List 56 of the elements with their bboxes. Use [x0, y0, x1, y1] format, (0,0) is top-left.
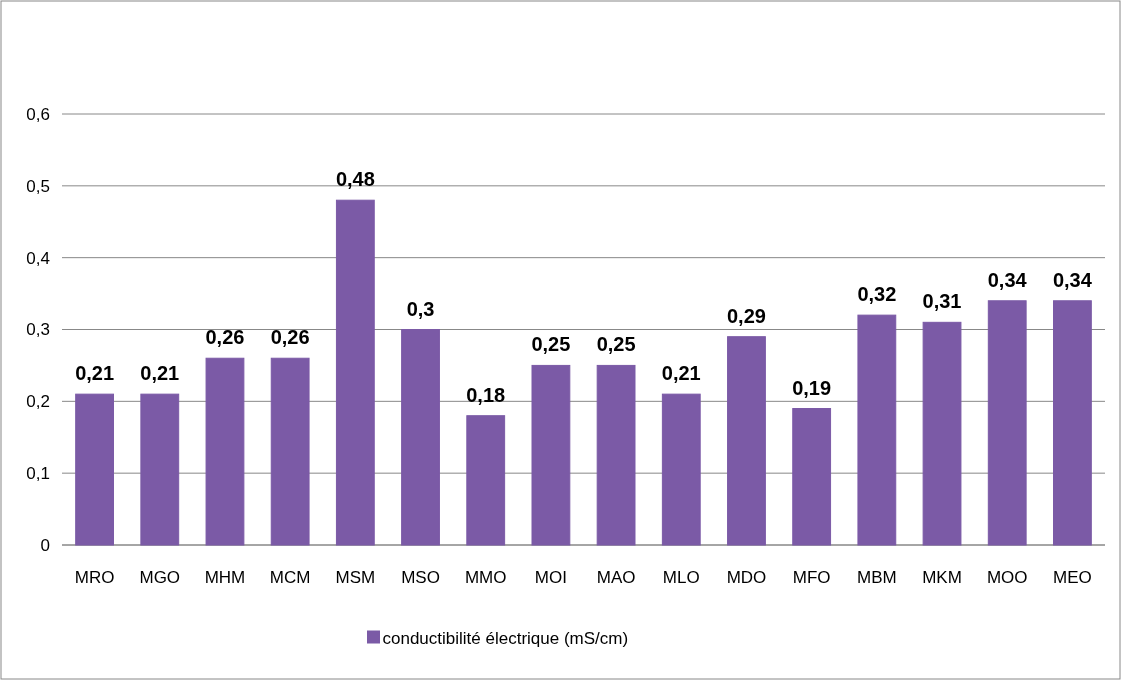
y-tick-label: 0,6 — [26, 104, 50, 124]
y-tick-label: 0,4 — [26, 248, 50, 268]
bar — [596, 364, 636, 546]
bar — [661, 393, 701, 546]
x-tick-label: MSO — [401, 568, 440, 587]
text: 0,31 — [922, 290, 962, 313]
text: 0,48 — [335, 168, 375, 191]
legend-label: conductibilité électrique (mS/cm) — [382, 628, 629, 648]
text: 0,26 — [270, 326, 310, 349]
text: 0,32 — [857, 283, 897, 306]
bar — [75, 393, 114, 546]
text: 0,26 — [205, 326, 245, 349]
text: 0,18 — [466, 383, 506, 406]
x-tick-label: MCM — [269, 568, 311, 587]
x-tick-label: MOI — [534, 568, 567, 587]
y-tick-label: 0,3 — [26, 320, 50, 340]
x-tick-label: MHM — [204, 568, 246, 587]
x-tick-label: MMO — [464, 568, 507, 587]
y-tick-label: 0 — [40, 535, 50, 555]
x-tick-label: MFO — [792, 568, 831, 587]
bar — [531, 364, 571, 546]
text: 0,25 — [531, 333, 571, 356]
x-tick-label: MBM — [857, 568, 897, 587]
bar — [140, 393, 180, 546]
text: 0,21 — [661, 362, 701, 385]
y-tick-label: 0,2 — [26, 392, 50, 412]
bar — [270, 357, 310, 546]
x-tick-label: MAO — [596, 568, 636, 587]
x-tick-label: MOO — [986, 568, 1028, 587]
x-tick-label: MKM — [922, 568, 962, 587]
bar — [466, 415, 506, 546]
bar — [727, 336, 766, 546]
bar — [987, 300, 1027, 546]
text: 0,29 — [727, 304, 766, 327]
x-tick-label: MSM — [335, 568, 376, 587]
bar — [857, 314, 897, 546]
x-tick-label: MRO — [74, 568, 115, 587]
bar — [335, 199, 375, 546]
text: 0,21 — [140, 362, 180, 385]
y-tick-label: 0,5 — [26, 176, 50, 196]
x-tick-label: MGO — [139, 568, 181, 587]
y-tick-label: 0,1 — [26, 464, 50, 484]
bar — [792, 408, 832, 546]
x-tick-label: MLO — [662, 568, 700, 587]
text: 0,19 — [792, 376, 832, 399]
text: 0,3 — [406, 297, 435, 320]
bar — [401, 329, 440, 546]
bar — [1053, 300, 1092, 546]
text: 0,25 — [596, 333, 636, 356]
bar — [922, 321, 962, 546]
bar — [205, 357, 245, 546]
x-tick-label: MDO — [726, 568, 767, 587]
x-tick-label: MEO — [1053, 568, 1092, 587]
text: 0,34 — [1052, 268, 1092, 291]
text: 0,34 — [987, 268, 1027, 291]
text: 0,21 — [75, 362, 115, 385]
